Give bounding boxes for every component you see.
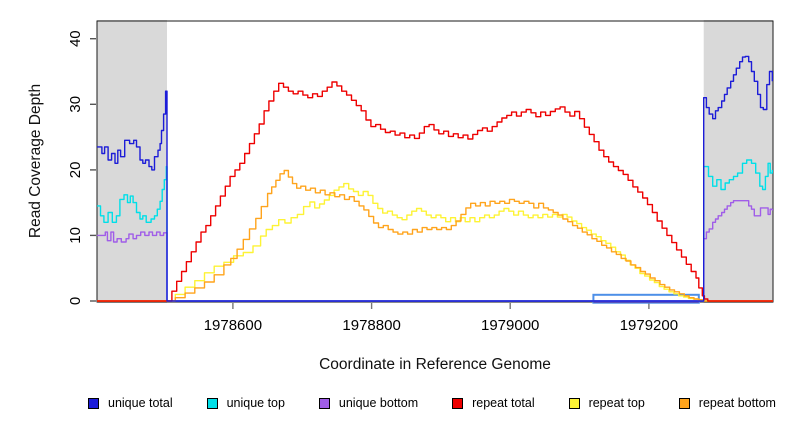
series-repeat-bottom-line — [97, 169, 773, 302]
legend-label-unique-top: unique top — [226, 396, 285, 410]
series-unique-total-line — [97, 55, 773, 302]
legend-item-unique-total: unique total — [88, 396, 173, 410]
y-tick-label: 30 — [67, 96, 84, 113]
legend-label-repeat-bottom: repeat bottom — [698, 396, 776, 410]
legend-label-unique-bottom: unique bottom — [338, 396, 419, 410]
x-tick-label: 1979000 — [481, 317, 539, 334]
legend-label-repeat-total: repeat total — [472, 396, 535, 410]
shaded-region-left — [97, 20, 167, 303]
y-tick-label: 0 — [67, 297, 84, 305]
shaded-region-right — [703, 20, 773, 303]
legend-swatch-repeat-top — [568, 397, 580, 409]
x-tick-label: 1979200 — [620, 317, 678, 334]
legend-item-repeat-total: repeat total — [452, 396, 535, 410]
legend-swatch-unique-top — [206, 397, 218, 409]
legend-item-repeat-bottom: repeat bottom — [678, 396, 776, 410]
x-axis-label: Coordinate in Reference Genome — [319, 356, 551, 373]
series-unique-top-line — [97, 159, 773, 302]
plot-box — [96, 20, 774, 303]
series-unique-bottom-line — [97, 200, 773, 302]
y-tick-label: 20 — [67, 162, 84, 179]
legend-item-unique-bottom: unique bottom — [318, 396, 419, 410]
y-axis-label: Read Coverage Depth — [27, 83, 44, 239]
y-tick-label: 10 — [67, 227, 84, 244]
legend: unique total unique top unique bottom repea… — [88, 396, 776, 410]
legend-swatch-unique-bottom — [318, 397, 330, 409]
x-tick-label: 1978800 — [342, 317, 400, 334]
legend-item-unique-top: unique top — [206, 396, 285, 410]
series-repeat-total-line — [97, 81, 773, 302]
y-tick-label: 40 — [67, 30, 84, 47]
legend-swatch-repeat-bottom — [678, 397, 690, 409]
legend-label-repeat-top: repeat top — [588, 396, 645, 410]
legend-swatch-unique-total — [88, 397, 99, 409]
legend-item-repeat-top: repeat top — [568, 396, 645, 410]
legend-label-unique-total: unique total — [108, 396, 173, 410]
x-tick-label: 1978600 — [204, 317, 262, 334]
legend-swatch-repeat-total — [452, 397, 464, 409]
